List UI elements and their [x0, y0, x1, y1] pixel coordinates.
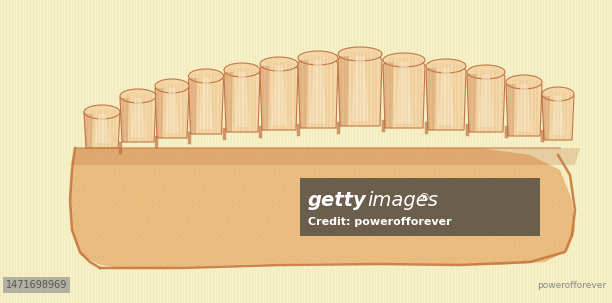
Polygon shape: [506, 76, 542, 136]
Ellipse shape: [260, 57, 298, 71]
Polygon shape: [506, 84, 515, 136]
Polygon shape: [298, 60, 308, 128]
Polygon shape: [188, 78, 197, 134]
Ellipse shape: [298, 51, 338, 65]
Polygon shape: [338, 56, 349, 126]
FancyBboxPatch shape: [300, 178, 540, 236]
Polygon shape: [235, 72, 249, 127]
Text: ®: ®: [418, 193, 429, 203]
Ellipse shape: [155, 79, 189, 93]
Polygon shape: [426, 68, 436, 130]
Polygon shape: [70, 148, 575, 268]
Ellipse shape: [84, 105, 120, 119]
Polygon shape: [165, 88, 179, 133]
Polygon shape: [224, 72, 233, 132]
Polygon shape: [310, 60, 326, 123]
Polygon shape: [351, 56, 369, 121]
Polygon shape: [260, 66, 269, 130]
Polygon shape: [131, 98, 145, 137]
Ellipse shape: [188, 69, 223, 83]
Polygon shape: [271, 66, 286, 125]
Polygon shape: [338, 48, 382, 126]
Polygon shape: [155, 88, 163, 138]
Text: getty: getty: [308, 191, 367, 209]
Polygon shape: [426, 60, 466, 130]
Ellipse shape: [383, 53, 425, 67]
Ellipse shape: [338, 47, 382, 61]
Polygon shape: [542, 88, 574, 140]
Text: Credit: powerofforever: Credit: powerofforever: [308, 217, 452, 227]
Ellipse shape: [426, 59, 466, 73]
Polygon shape: [188, 70, 223, 134]
Polygon shape: [70, 148, 580, 165]
Polygon shape: [84, 106, 120, 148]
Polygon shape: [542, 96, 550, 140]
Polygon shape: [517, 84, 531, 131]
Polygon shape: [438, 68, 454, 125]
Text: powerofforever: powerofforever: [537, 281, 606, 290]
Polygon shape: [120, 98, 129, 142]
Text: images: images: [367, 191, 438, 209]
Ellipse shape: [120, 89, 156, 103]
Polygon shape: [298, 52, 338, 128]
Polygon shape: [395, 62, 412, 123]
Polygon shape: [467, 66, 505, 132]
Polygon shape: [224, 64, 260, 132]
Polygon shape: [120, 90, 156, 142]
Polygon shape: [84, 112, 93, 148]
Polygon shape: [479, 74, 494, 127]
Polygon shape: [551, 96, 564, 135]
Ellipse shape: [542, 87, 574, 101]
Polygon shape: [467, 74, 477, 132]
Ellipse shape: [506, 75, 542, 89]
Polygon shape: [155, 80, 189, 138]
Polygon shape: [199, 78, 213, 129]
Polygon shape: [383, 62, 394, 128]
Polygon shape: [260, 58, 298, 130]
Polygon shape: [383, 54, 425, 128]
Polygon shape: [95, 114, 109, 143]
Text: 1471698969: 1471698969: [6, 280, 67, 290]
Ellipse shape: [467, 65, 505, 79]
Ellipse shape: [224, 63, 260, 77]
